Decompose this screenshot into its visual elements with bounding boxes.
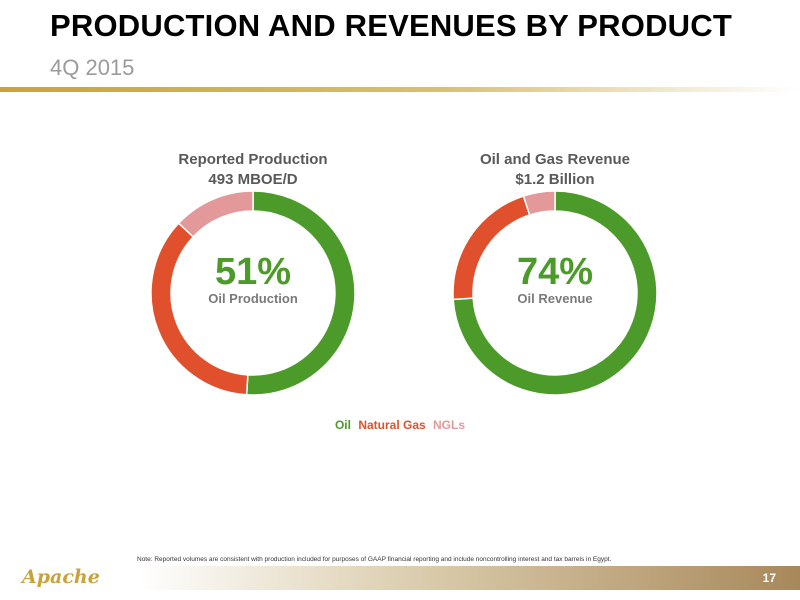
donut-slice-ngls xyxy=(522,191,556,216)
center-label: Oil Revenue xyxy=(517,291,593,306)
footer-bar xyxy=(137,566,800,590)
center-percentage: 51% xyxy=(214,251,292,293)
chart-title: Reported Production xyxy=(178,151,328,168)
page-subtitle: 4Q 2015 xyxy=(50,55,135,80)
chart-subtitle: 493 MBOE/D xyxy=(208,171,298,188)
center-label: Oil Production xyxy=(208,291,298,306)
donut-slice-ngls xyxy=(177,191,254,238)
footnote: Note: Reported volumes are consistent wi… xyxy=(137,556,612,563)
header-divider xyxy=(0,87,800,92)
donut-slice-oil xyxy=(453,191,657,395)
legend-natural-gas: Natural Gas xyxy=(358,418,426,432)
legend-oil: Oil xyxy=(334,418,351,432)
apache-logo: Apache xyxy=(22,566,100,588)
page-title: PRODUCTION AND REVENUES BY PRODUCT xyxy=(50,8,732,43)
chart-legend: Oil Natural Gas NGLs xyxy=(0,418,800,432)
donut-slice-natural-gas xyxy=(151,222,249,395)
donut-svg xyxy=(453,191,657,395)
production-donut-chart: Reported Production 493 MBOE/D 51% Oil P… xyxy=(123,148,383,398)
page-number: 17 xyxy=(762,571,776,585)
donut-svg xyxy=(151,191,355,395)
center-percentage: 74% xyxy=(516,251,594,293)
revenue-donut-chart: Oil and Gas Revenue $1.2 Billion 74% Oil… xyxy=(425,148,685,398)
chart-subtitle: $1.2 Billion xyxy=(515,171,595,188)
chart-title: Oil and Gas Revenue xyxy=(479,151,631,168)
legend-ngls: NGLs xyxy=(433,418,466,432)
